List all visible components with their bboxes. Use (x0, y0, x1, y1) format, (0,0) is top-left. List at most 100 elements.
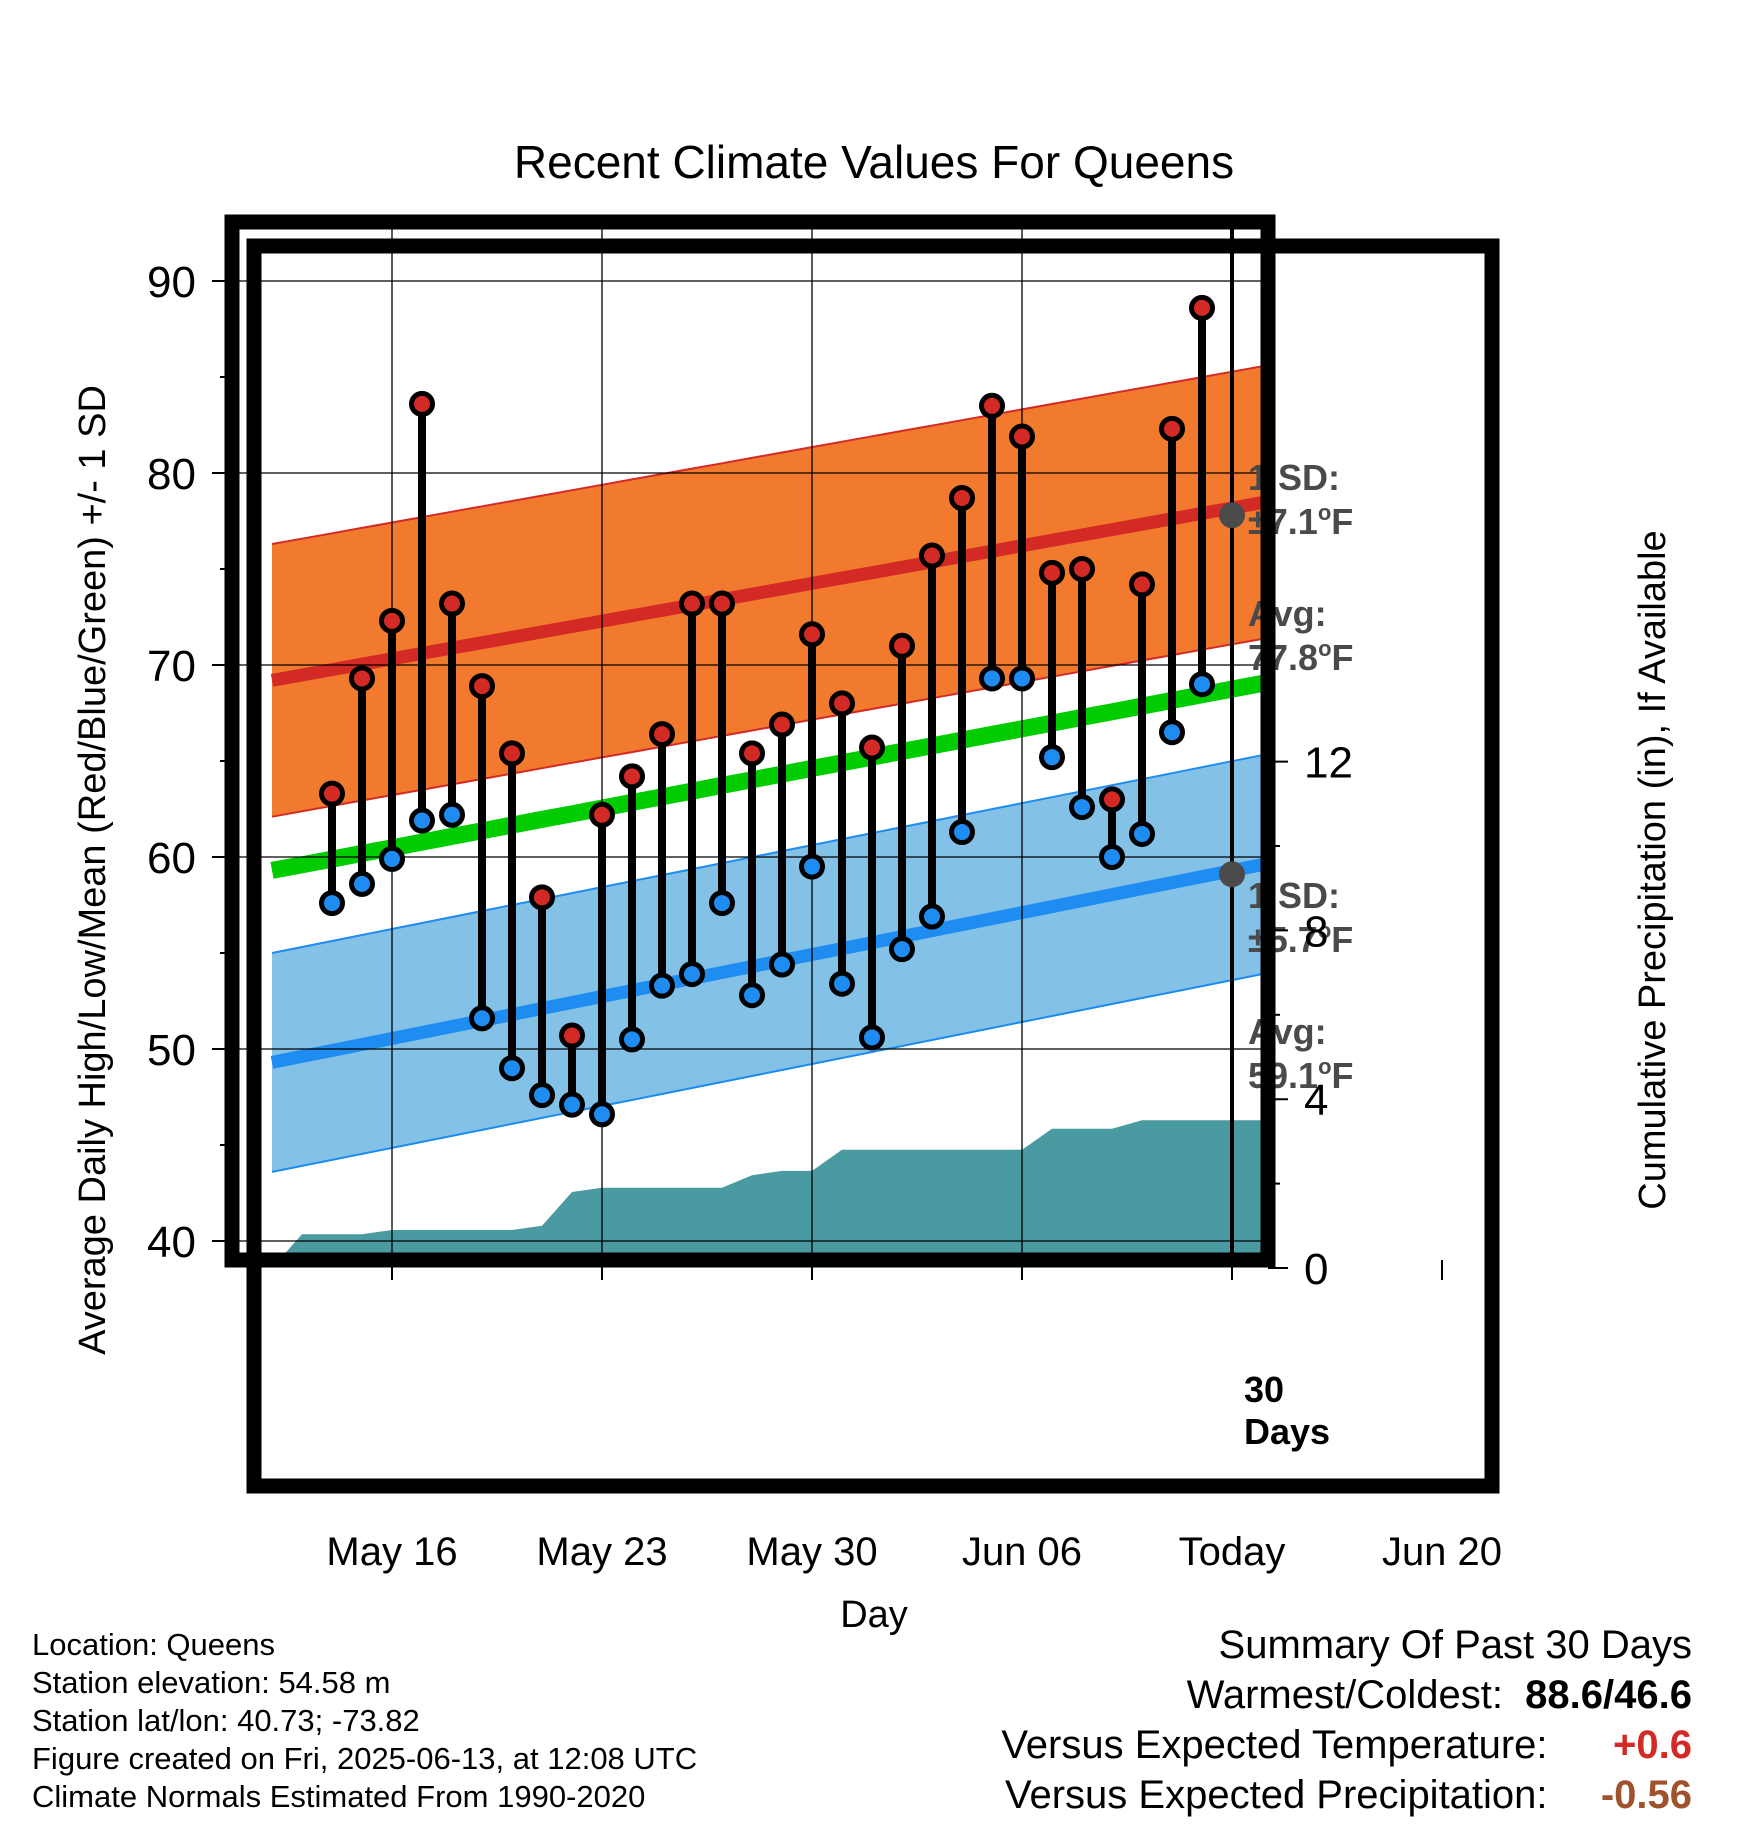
daily-high-marker (1009, 423, 1035, 450)
daily-low-marker (1069, 794, 1095, 821)
daily-low-marker (649, 972, 675, 999)
summary-warm-cold-row: Warmest/Coldest: 88.6/46.6 (1001, 1670, 1692, 1720)
daily-high-marker (1189, 294, 1215, 321)
summary-panel: Summary Of Past 30 Days Warmest/Coldest:… (1001, 1620, 1692, 1820)
daily-high-marker (1069, 556, 1095, 582)
high-sd-value: ±7.1oF (1248, 500, 1353, 542)
low-sd-value: ±5.7oF (1248, 918, 1353, 960)
high-avg-value: 77.8oF (1248, 636, 1354, 678)
daily-high-marker (319, 780, 345, 807)
daily-high-marker (799, 621, 825, 648)
info-latlon: Station lat/lon: 40.73; -73.82 (32, 1703, 420, 1738)
daily-high-marker (919, 542, 945, 569)
station-info: Location: Queens Station elevation: 54.5… (32, 1626, 697, 1816)
summary-precip-label: Versus Expected Precipitation: (1005, 1773, 1548, 1817)
days-count-label: 30 (1244, 1369, 1284, 1410)
daily-low-marker (439, 801, 465, 828)
x-tick-label: Today (1179, 1530, 1286, 1574)
info-normals: Climate Normals Estimated From 1990-2020 (32, 1779, 646, 1814)
y-tick-label: 40 (147, 1218, 196, 1267)
daily-low-marker (469, 1005, 495, 1032)
summary-precip-value: -0.56 (1600, 1773, 1692, 1817)
daily-low-marker (499, 1055, 525, 1082)
y2-tick-label: 0 (1304, 1245, 1328, 1294)
summary-precip-row: Versus Expected Precipitation: -0.56 (1001, 1770, 1692, 1820)
y-tick-label: 80 (147, 450, 196, 499)
summary-temp-label: Versus Expected Temperature: (1001, 1723, 1548, 1767)
daily-low-marker (589, 1101, 615, 1128)
daily-low-marker (379, 845, 405, 872)
daily-low-marker (1009, 665, 1035, 692)
daily-low-marker (889, 936, 915, 963)
high-avg-today-marker (1219, 502, 1245, 529)
daily-high-marker (619, 763, 645, 790)
daily-high-marker (679, 590, 705, 617)
daily-high-marker (829, 690, 855, 717)
high-band-upper-edge (271, 364, 1268, 545)
daily-high-marker (469, 673, 495, 700)
x-tick-label: May 23 (536, 1530, 667, 1574)
low-band-upper-edge (271, 752, 1268, 954)
x-axis-label: Day (840, 1594, 908, 1636)
daily-low-marker (1129, 820, 1155, 847)
daily-low-marker (739, 982, 765, 1009)
y-tick-label: 60 (147, 834, 196, 883)
y2-tick-label: 12 (1304, 739, 1353, 788)
y-tick-label: 50 (147, 1026, 196, 1075)
x-tick-label: Jun 06 (962, 1530, 1082, 1574)
daily-high-marker (409, 390, 435, 417)
daily-low-marker (829, 970, 855, 997)
daily-low-marker (979, 665, 1005, 692)
daily-high-marker (889, 632, 915, 659)
y2-tick-label: 4 (1304, 1076, 1328, 1125)
daily-high-marker (769, 711, 795, 738)
chart-title: Recent Climate Values For Queens (514, 136, 1234, 188)
daily-high-marker (709, 590, 735, 617)
daily-low-marker (859, 1024, 885, 1051)
high-avg-label: Avg: (1248, 593, 1327, 634)
days-unit-label: Days (1244, 1411, 1330, 1452)
daily-low-marker (919, 903, 945, 930)
daily-low-marker (319, 890, 345, 917)
daily-high-marker (439, 590, 465, 617)
daily-low-marker (769, 951, 795, 978)
precipitation-area (279, 1120, 1268, 1260)
summary-temp-row: Versus Expected Temperature: +0.6 (1001, 1720, 1692, 1770)
y-tick-label: 70 (147, 642, 196, 691)
daily-high-marker (949, 484, 975, 511)
high-band-lower-edge (271, 636, 1268, 818)
daily-low-marker (619, 1026, 645, 1053)
y-axis-label: Average Daily High/Low/Mean (Red/Blue/Gr… (72, 385, 114, 1355)
x-tick-label: May 30 (746, 1530, 877, 1574)
daily-high-marker (979, 392, 1005, 419)
daily-high-marker (379, 607, 405, 634)
daily-low-marker (709, 890, 735, 917)
summary-warm-cold-label: Warmest/Coldest: (1186, 1673, 1503, 1717)
low-avg-value: 59.1oF (1248, 1054, 1354, 1096)
y-tick-label: 90 (147, 258, 196, 307)
summary-warm-cold-value: 88.6/46.6 (1525, 1673, 1692, 1717)
daily-low-marker (1189, 671, 1215, 698)
daily-high-marker (1039, 559, 1065, 586)
low-avg-today-marker (1219, 861, 1245, 888)
daily-high-marker (739, 740, 765, 767)
daily-low-marker (559, 1091, 585, 1118)
daily-low-marker (349, 870, 375, 897)
daily-high-marker (529, 884, 555, 911)
info-elevation: Station elevation: 54.58 m (32, 1665, 391, 1700)
daily-low-marker (679, 961, 705, 988)
info-created: Figure created on Fri, 2025-06-13, at 12… (32, 1741, 698, 1776)
y2-axis-label: Cumulative Precipitation (in), If Availa… (1632, 530, 1674, 1209)
normal-high-line (270, 494, 1268, 687)
daily-high-marker (589, 801, 615, 828)
daily-low-marker (1099, 844, 1125, 870)
daily-high-marker (649, 721, 675, 748)
info-location: Location: Queens (32, 1627, 276, 1662)
daily-low-marker (799, 853, 825, 880)
plot-frame-outer (246, 238, 1500, 1494)
plot-content (232, 222, 1268, 1260)
summary-temp-value: +0.6 (1613, 1723, 1692, 1767)
daily-high-marker (559, 1022, 585, 1049)
